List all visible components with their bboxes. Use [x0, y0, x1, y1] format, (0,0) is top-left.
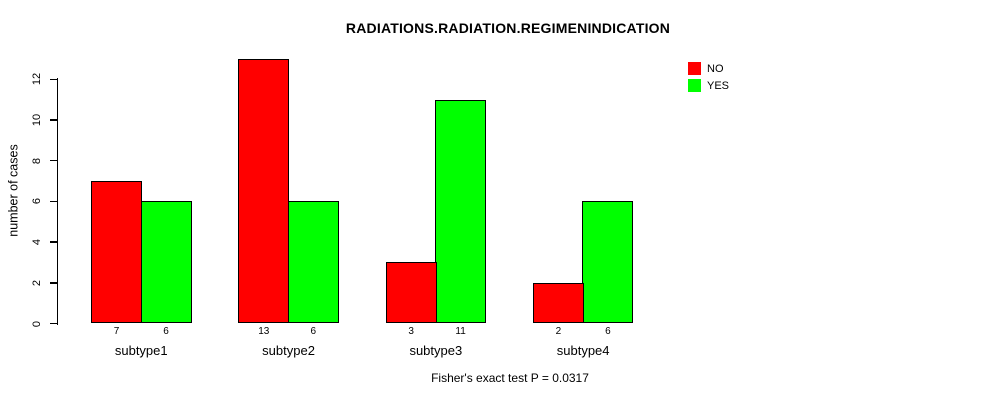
- x-category-label: subtype3: [409, 343, 463, 358]
- y-tick-mark: [49, 322, 57, 325]
- bar-value-label: 3: [408, 326, 414, 337]
- y-axis-line: [56, 78, 58, 325]
- y-tick-label: 4: [31, 239, 43, 246]
- y-tick-label: 12: [31, 73, 43, 86]
- x-category-label: subtype1: [114, 343, 168, 358]
- stat-annotation: Fisher's exact test P = 0.0317: [431, 371, 589, 385]
- bar-no-subtype2: [238, 58, 290, 324]
- y-tick-mark: [49, 159, 57, 162]
- bar-no-subtype3: [385, 262, 437, 324]
- bar-value-label: 6: [163, 326, 169, 337]
- bar-value-label: 6: [605, 326, 611, 337]
- chart-title: RADIATIONS.RADIATION.REGIMENINDICATION: [345, 20, 671, 36]
- legend-item-no: NO: [688, 62, 729, 75]
- y-tick-mark: [49, 282, 57, 284]
- y-axis-label: number of cases: [6, 144, 21, 237]
- bar-value-label: 7: [113, 326, 120, 337]
- bar-yes-subtype3: [435, 99, 487, 324]
- bar-yes-subtype4: [582, 201, 634, 324]
- bar-value-label: 2: [555, 326, 562, 337]
- legend-swatch-yes-icon: [688, 79, 701, 92]
- y-tick-label: 6: [31, 198, 43, 205]
- y-tick-mark: [49, 119, 57, 121]
- y-tick-label: 2: [31, 279, 43, 286]
- bar-no-subtype1: [91, 181, 142, 324]
- bar-yes-subtype1: [140, 201, 192, 324]
- y-tick-mark: [49, 78, 57, 81]
- x-category-label: subtype2: [262, 343, 315, 358]
- y-tick-label: 10: [31, 113, 43, 127]
- y-tick-mark: [49, 241, 57, 243]
- legend-swatch-no-icon: [688, 62, 701, 75]
- bar-value-label: 6: [310, 326, 317, 337]
- legend-item-yes: YES: [688, 79, 729, 92]
- bar-no-subtype4: [532, 282, 584, 324]
- legend: NO YES: [688, 62, 729, 92]
- legend-label-yes: YES: [707, 79, 730, 92]
- y-tick-label: 0: [31, 320, 43, 327]
- bar-value-label: 13: [258, 326, 270, 337]
- bar-yes-subtype2: [287, 201, 339, 324]
- x-category-label: subtype4: [556, 343, 610, 358]
- legend-label-no: NO: [707, 62, 724, 75]
- y-tick-mark: [49, 200, 57, 203]
- y-tick-label: 8: [31, 157, 43, 164]
- bar-value-label: 11: [455, 326, 466, 337]
